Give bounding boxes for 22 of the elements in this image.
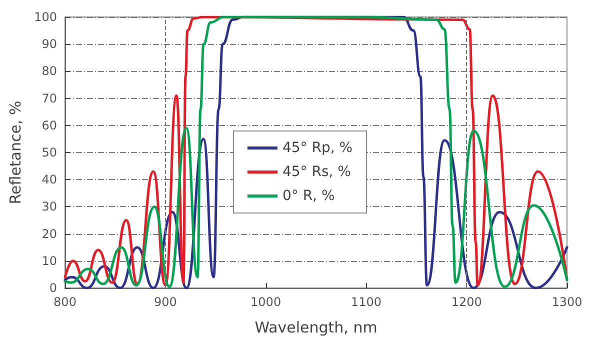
y-axis-title: Refletance, % [6,100,25,204]
y-tick-label: 80 [42,64,57,78]
y-tick-label: 90 [42,37,57,52]
x-tick-label: 1300 [552,295,582,309]
legend-label: 45° Rs, % [282,164,351,180]
y-tick-label: 60 [42,118,57,132]
y-tick-label: 10 [42,254,57,268]
x-tick-label: 800 [54,295,76,309]
y-tick-label: 50 [42,146,57,160]
y-tick-label: 40 [42,172,57,187]
legend-label: 0° R, % [282,188,335,204]
x-tick-label: 1200 [451,295,482,309]
y-tick-label: 0 [49,281,57,295]
legend-label: 45° Rp, % [282,140,353,156]
y-tick-label: 20 [42,226,57,241]
y-tick-label: 70 [42,91,57,106]
x-axis-title: Wavelength, nm [254,318,378,336]
x-tick-label: 1100 [350,295,382,309]
y-tick-label: 30 [42,200,57,214]
x-tick-label: 900 [154,295,177,309]
y-tick-label: 100 [34,10,57,24]
x-tick-label: 1000 [250,295,282,309]
